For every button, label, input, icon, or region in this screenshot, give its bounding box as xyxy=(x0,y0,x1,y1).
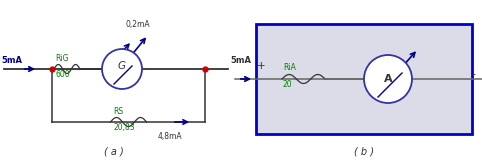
Text: G: G xyxy=(118,61,126,71)
Circle shape xyxy=(364,55,412,103)
FancyBboxPatch shape xyxy=(256,24,472,134)
Text: 20: 20 xyxy=(283,80,293,89)
Text: RiG: RiG xyxy=(55,54,68,63)
Circle shape xyxy=(102,49,142,89)
Text: 5mA: 5mA xyxy=(1,56,22,65)
Text: 4,8mA: 4,8mA xyxy=(158,132,183,141)
Text: -: - xyxy=(471,69,475,79)
Text: 20,83: 20,83 xyxy=(113,123,135,132)
Text: RiA: RiA xyxy=(283,63,296,72)
Text: 5mA: 5mA xyxy=(230,56,251,65)
Text: ( b ): ( b ) xyxy=(354,146,374,156)
Text: 600: 600 xyxy=(55,70,69,79)
Text: 0,2mA: 0,2mA xyxy=(126,20,150,29)
Text: RS: RS xyxy=(113,107,123,116)
Text: A: A xyxy=(384,74,392,84)
Text: +: + xyxy=(257,61,266,71)
Text: ( a ): ( a ) xyxy=(104,146,124,156)
